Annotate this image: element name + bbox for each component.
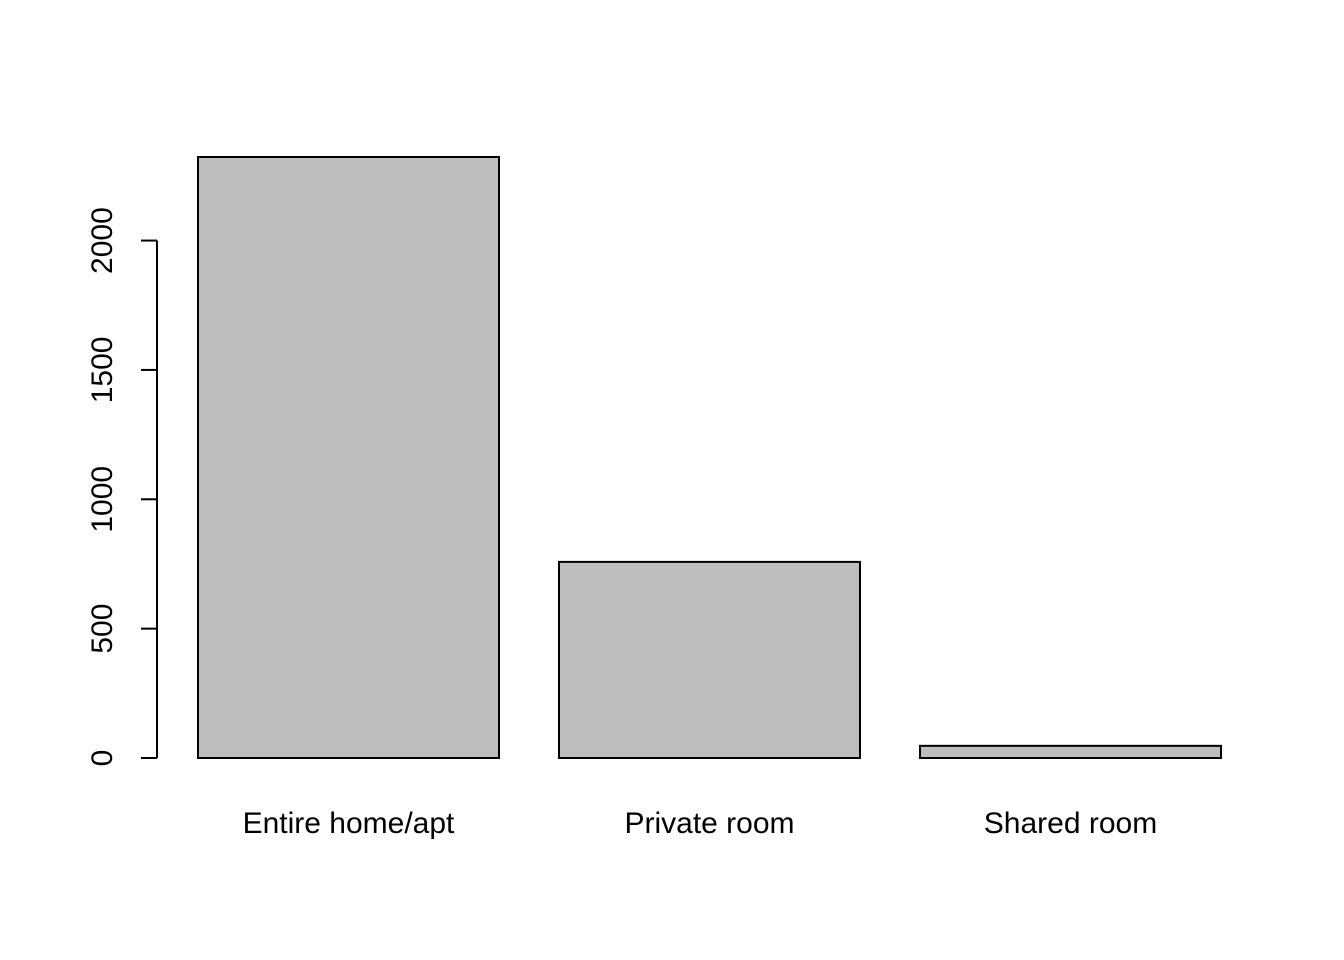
- bar: [197, 156, 500, 759]
- category-label: Entire home/apt: [243, 807, 455, 840]
- bars-group: [197, 156, 1222, 760]
- y-tick-label: 2000: [86, 207, 119, 274]
- bar: [919, 744, 1222, 759]
- y-tick-label: 500: [86, 604, 119, 654]
- category-label: Private room: [624, 807, 794, 840]
- y-tick-label: 0: [86, 750, 119, 767]
- bar: [558, 560, 861, 760]
- y-axis: 0 500 1000 1500 2000: [86, 207, 158, 767]
- y-tick-label: 1000: [86, 466, 119, 533]
- category-label: Shared room: [984, 807, 1157, 840]
- x-axis-labels: Entire home/apt Private room Shared room: [243, 807, 1158, 840]
- y-tick-label: 1500: [86, 337, 119, 404]
